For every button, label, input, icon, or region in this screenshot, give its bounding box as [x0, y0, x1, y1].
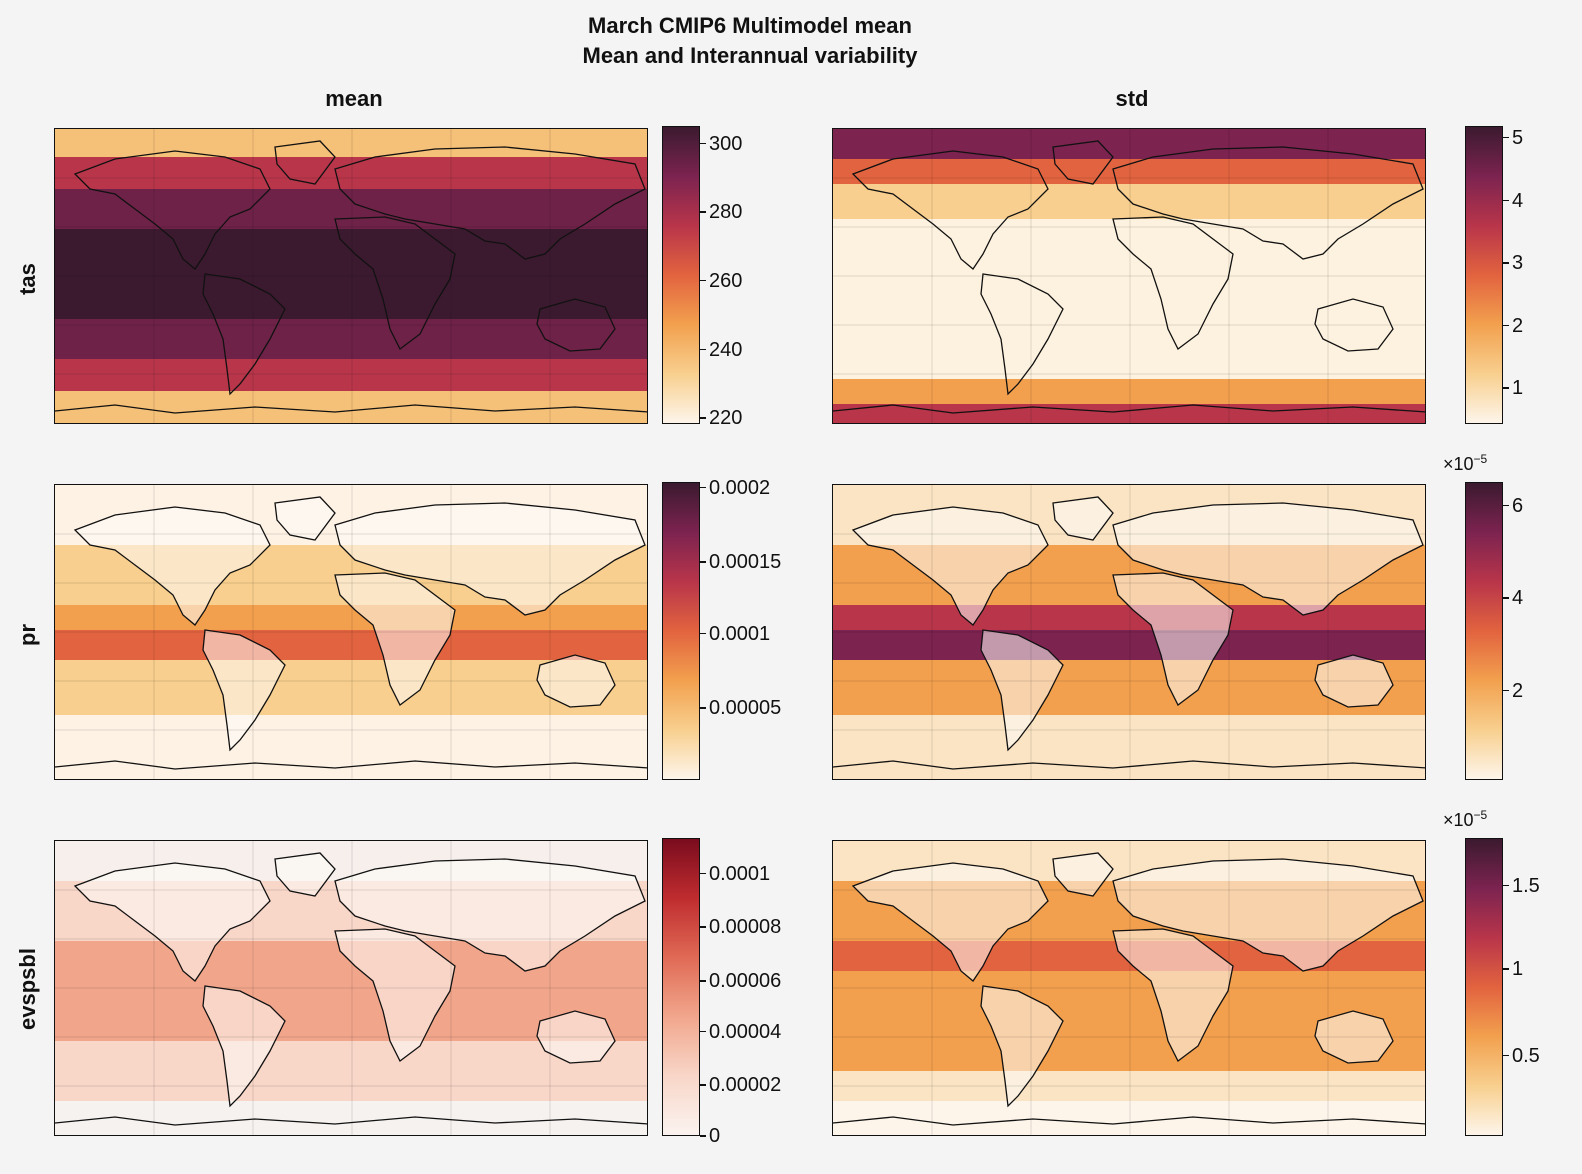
coastline: [833, 404, 1425, 414]
colorbar-tick-label: 0.0002: [699, 476, 771, 499]
colorbar-multiplier-exponent: −5: [1473, 808, 1488, 822]
coastline: [1314, 298, 1394, 352]
row-label-pr: pr: [15, 624, 40, 646]
coastline: [1112, 216, 1234, 350]
coastline: [334, 572, 456, 706]
coastline: [851, 506, 1049, 626]
colorbar-pr-mean: [662, 482, 700, 780]
coastline: [536, 654, 616, 708]
map-field: [55, 129, 647, 423]
colorbar-evspsbl-mean: [662, 838, 700, 1136]
colorbar-tick-label: 0.00005: [699, 697, 782, 720]
coastline: [833, 1116, 1425, 1126]
colorbar-multiplier-base: ×10: [1443, 810, 1474, 830]
figure-title-line2: Mean and Interannual variability: [582, 43, 918, 68]
coastline: [73, 150, 271, 270]
coastline: [1052, 496, 1114, 541]
colorbar-tick-label: 2: [1502, 314, 1524, 337]
colorbar-tick-label: 0.00004: [699, 1020, 782, 1043]
map-pr-mean: [54, 484, 648, 780]
coastline: [55, 1116, 647, 1126]
map-pr-std: [832, 484, 1426, 780]
colorbar-tick-label: 1: [1502, 958, 1524, 981]
column-title-std: std: [1115, 86, 1149, 111]
colorbar-tas-std: [1465, 126, 1503, 424]
colorbar-tick-label: 0.0001: [699, 622, 771, 645]
coastline: [1112, 572, 1234, 706]
colorbar-tick-label: 280: [699, 201, 743, 224]
colorbar-tick-label: 300: [699, 132, 743, 155]
coastline: [1314, 1010, 1394, 1064]
colorbar-tick-label: 0.00002: [699, 1074, 782, 1097]
coastline: [851, 150, 1049, 270]
colorbar-multiplier: ×10−5: [1443, 808, 1487, 831]
colorbar-tick-label: 0.0001: [699, 862, 771, 885]
coastline: [1112, 502, 1424, 616]
map-evspsbl-mean: [54, 840, 648, 1136]
colorbar-tick-label: 0.00008: [699, 916, 782, 939]
map-field: [833, 841, 1425, 1135]
coastline: [55, 760, 647, 770]
coastline: [73, 506, 271, 626]
coastline: [1052, 140, 1114, 185]
map-field: [833, 485, 1425, 779]
coastline: [274, 496, 336, 541]
colorbar-multiplier-exponent: −5: [1473, 452, 1488, 466]
coastline: [334, 928, 456, 1062]
column-title-mean: mean: [325, 86, 383, 111]
colorbar-tick-label: 0.00006: [699, 970, 782, 993]
coastline: [1112, 928, 1234, 1062]
coastline: [274, 852, 336, 897]
colorbar-tick-label: 1.5: [1503, 874, 1540, 897]
map-field: [55, 485, 647, 779]
coastline: [536, 298, 616, 352]
coastline: [202, 273, 286, 396]
map-tas-std: [832, 128, 1426, 424]
colorbar-tick-label: 260: [699, 269, 743, 292]
map-field: [833, 129, 1425, 423]
coastline: [1052, 852, 1114, 897]
colorbar-evspsbl-std: [1465, 838, 1503, 1136]
coastline: [1112, 146, 1424, 260]
colorbar-tick-label: 0.00015: [699, 551, 782, 574]
coastline: [980, 629, 1064, 752]
coastline: [980, 273, 1064, 396]
colorbar-multiplier-base: ×10: [1443, 454, 1474, 474]
coastline: [73, 862, 271, 982]
coastline: [980, 985, 1064, 1108]
coastline: [274, 140, 336, 185]
colorbar-pr-std: [1465, 482, 1503, 780]
colorbar-tick-label: 4: [1502, 189, 1524, 212]
coastline: [1314, 654, 1394, 708]
colorbar-tick-label: 220: [699, 407, 743, 430]
map-field: [55, 841, 647, 1135]
colorbar-tick-label: 0: [699, 1125, 721, 1147]
coastline: [833, 760, 1425, 770]
row-label-evspsbl: evspsbl: [15, 948, 40, 1030]
coastline: [536, 1010, 616, 1064]
colorbar-tick-label: 5: [1502, 126, 1524, 149]
colorbar-tick-label: 6: [1502, 494, 1524, 517]
colorbar-tick-label: 2: [1502, 679, 1524, 702]
colorbar-tas-mean: [662, 126, 700, 424]
map-evspsbl-std: [832, 840, 1426, 1136]
coastline: [334, 502, 646, 616]
coastline: [1112, 858, 1424, 972]
coastline: [202, 985, 286, 1108]
colorbar-tick-label: 1: [1502, 377, 1524, 400]
colorbar-tick-label: 0.5: [1503, 1044, 1540, 1067]
coastline: [851, 862, 1049, 982]
coastline: [334, 858, 646, 972]
colorbar-tick-label: 4: [1502, 587, 1524, 610]
map-tas-mean: [54, 128, 648, 424]
coastline: [334, 216, 456, 350]
coastline: [334, 146, 646, 260]
coastline: [55, 404, 647, 414]
figure-title-line1: March CMIP6 Multimodel mean: [588, 13, 912, 38]
row-label-tas: tas: [15, 263, 40, 295]
colorbar-tick-label: 3: [1502, 252, 1524, 275]
colorbar-tick-label: 240: [699, 338, 743, 361]
coastline: [202, 629, 286, 752]
colorbar-multiplier: ×10−5: [1443, 452, 1487, 475]
